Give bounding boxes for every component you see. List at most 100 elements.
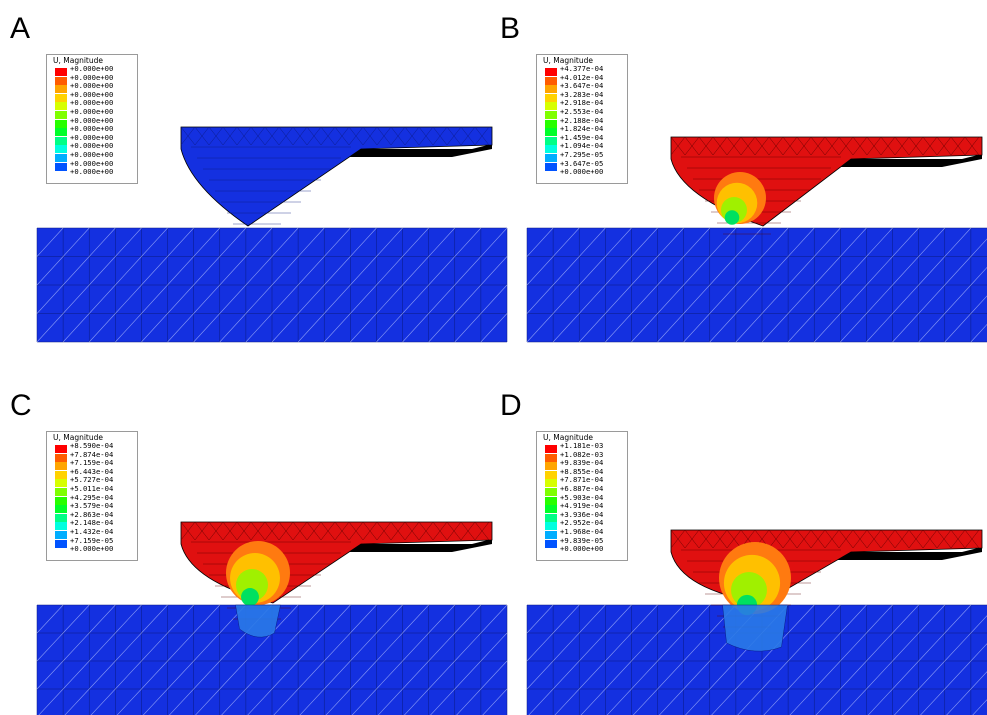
legend-value: +3.647e-05	[560, 158, 604, 168]
deformation-zone	[226, 541, 290, 638]
legend-value: +8.590e-04	[70, 441, 114, 450]
legend-swatch	[55, 462, 67, 471]
legend-title: U, Magnitude	[53, 433, 103, 442]
legend-panel-d: U, Magnitude +1.181e-03 +1.082e-03 +9.839e-…	[536, 431, 628, 561]
legend-swatch	[545, 145, 557, 154]
legend-value: +9.839e-04	[560, 458, 604, 468]
legend-swatch	[55, 154, 67, 162]
panel-c-drawing	[36, 521, 508, 715]
legend-swatch	[55, 445, 67, 453]
legend-value: +2.863e-04	[70, 509, 114, 519]
legend-value: +4.012e-04	[560, 72, 604, 82]
legend-value: +3.647e-04	[560, 81, 604, 91]
legend-swatch	[55, 102, 67, 111]
legend-value: +0.000e+00	[70, 107, 114, 116]
legend-swatch	[545, 462, 557, 471]
legend-swatch	[545, 470, 557, 479]
legend-swatch	[545, 119, 557, 128]
legend-value: +0.000e+00	[70, 72, 114, 82]
legend-title: U, Magnitude	[543, 56, 593, 65]
legend-swatch	[545, 453, 557, 462]
legend-value: +0.000e+00	[70, 167, 114, 177]
legend-title: U, Magnitude	[543, 433, 593, 442]
legend-swatch	[55, 522, 67, 531]
panel-letter: B	[500, 12, 521, 45]
legend-swatch	[55, 93, 67, 102]
legend-value: +5.727e-04	[70, 475, 114, 485]
legend-value: +7.871e-04	[560, 475, 604, 485]
legend-swatch	[55, 479, 67, 488]
legend-value: +3.283e-04	[560, 89, 604, 99]
legend-swatch	[545, 162, 557, 171]
panel-a-drawing	[36, 126, 508, 343]
legend-panel-c: U, Magnitude +8.590e-04 +7.874e-04 +7.159e-…	[46, 431, 138, 561]
legend-value: +0.000e+00	[70, 98, 114, 108]
legend-swatch	[545, 128, 557, 137]
legend-swatch	[545, 85, 557, 94]
panel-letter: C	[10, 389, 32, 422]
legend-value: +2.918e-04	[560, 98, 604, 108]
workpiece-mesh	[36, 227, 508, 343]
legend-value: +0.000e+00	[70, 64, 114, 73]
legend-value: +2.952e-04	[560, 518, 604, 528]
legend-swatch	[55, 145, 67, 154]
legend-value: +0.000e+00	[70, 81, 114, 91]
workpiece-mesh	[526, 227, 987, 343]
legend-panel-b: U, Magnitude +4.377e-04 +4.012e-04 +3.647e-…	[536, 54, 628, 184]
legend-value: +7.295e-05	[560, 150, 604, 159]
legend-swatch	[55, 453, 67, 462]
legend-swatch	[55, 539, 67, 548]
legend-value: +8.855e-04	[560, 466, 604, 476]
legend-swatch	[55, 488, 67, 496]
legend-value: +0.000e+00	[70, 158, 114, 168]
legend-value: +7.159e-04	[70, 458, 114, 468]
legend-swatch	[55, 76, 67, 85]
legend-swatch	[545, 68, 557, 76]
legend-swatch	[55, 513, 67, 522]
legend-value: +9.839e-05	[560, 535, 604, 545]
legend-swatch	[545, 76, 557, 85]
panel-b-drawing	[526, 136, 987, 343]
legend-value: +0.000e+00	[70, 89, 114, 99]
legend-swatch	[545, 539, 557, 548]
legend-value: +7.874e-04	[70, 449, 114, 459]
legend-swatch	[545, 93, 557, 102]
legend-swatch	[55, 531, 67, 539]
legend-value: +6.443e-04	[70, 466, 114, 476]
legend-swatch	[55, 162, 67, 171]
legend-swatch	[545, 505, 557, 514]
legend-swatch	[545, 522, 557, 531]
legend-value: +1.824e-04	[560, 124, 604, 134]
legend-value: +2.553e-04	[560, 107, 604, 116]
legend-swatch	[545, 479, 557, 488]
legend-value: +0.000e+00	[70, 150, 114, 159]
legend-value: +0.000e+00	[560, 544, 604, 554]
legend-swatch	[55, 85, 67, 94]
legend-value: +4.377e-04	[560, 64, 604, 73]
legend-value: +0.000e+00	[70, 141, 114, 151]
legend-value: +3.936e-04	[560, 509, 604, 519]
legend-value: +4.295e-04	[70, 492, 114, 502]
tool-mesh	[180, 126, 493, 227]
panel-letter: D	[500, 389, 522, 422]
legend-value: +0.000e+00	[70, 132, 114, 142]
legend-value: +6.887e-04	[560, 484, 604, 493]
legend-value: +1.968e-04	[560, 527, 604, 536]
legend-swatch	[545, 111, 557, 119]
legend-value: +1.181e-03	[560, 441, 604, 450]
legend-swatch	[545, 154, 557, 162]
legend-value: +2.188e-04	[560, 115, 604, 125]
legend-value: +4.919e-04	[560, 501, 604, 511]
legend-swatch	[55, 128, 67, 137]
legend-swatch	[55, 136, 67, 145]
deformation-zone	[719, 542, 791, 652]
deformation-zone	[714, 172, 766, 225]
legend-panel-a: U, Magnitude +0.000e+00 +0.000e+00 +0.000e+…	[46, 54, 138, 184]
panel-d-drawing	[526, 529, 987, 715]
legend-value: +0.000e+00	[70, 544, 114, 554]
legend-value: +1.432e-04	[70, 527, 114, 536]
legend-swatch	[545, 102, 557, 111]
legend-swatch	[545, 531, 557, 539]
legend-value: +1.082e-03	[560, 449, 604, 459]
legend-value: +0.000e+00	[560, 167, 604, 177]
